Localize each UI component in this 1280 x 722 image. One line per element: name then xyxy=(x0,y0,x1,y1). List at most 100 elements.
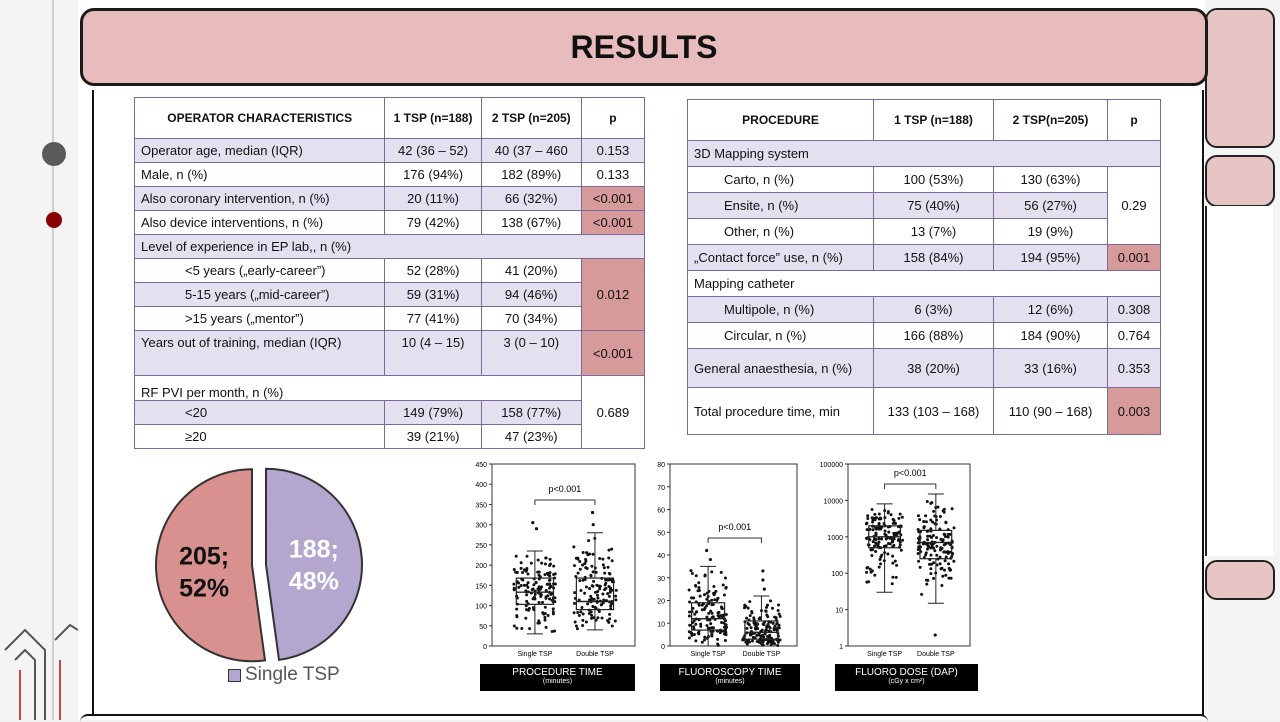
row-label: Operator age, median (IQR) xyxy=(133,138,386,163)
data-point xyxy=(713,598,717,602)
data-point xyxy=(916,541,920,545)
data-point xyxy=(544,589,548,593)
cell-1tsp: 79 (42%) xyxy=(384,210,482,235)
data-point xyxy=(709,622,713,626)
data-point xyxy=(722,593,726,597)
table-row: Total procedure time, min 133 (103 – 168… xyxy=(687,387,1161,435)
page-title: RESULTS xyxy=(570,28,718,65)
data-point xyxy=(694,639,698,643)
significance-label: p<0.001 xyxy=(894,468,927,478)
outlier-point xyxy=(590,510,595,515)
table-row: Years out of training, median (IQR) 10 (… xyxy=(133,330,646,376)
data-point xyxy=(607,548,611,552)
row-label: Multipole, n (%) xyxy=(687,296,874,323)
data-point xyxy=(865,521,869,525)
data-point xyxy=(711,626,715,630)
row-label: Other, n (%) xyxy=(687,218,874,245)
row-label: General anaesthesia, n (%) xyxy=(687,348,874,388)
data-point xyxy=(695,610,699,614)
data-point xyxy=(865,528,869,532)
y-tick-label: 40 xyxy=(657,553,665,560)
data-point xyxy=(572,564,576,568)
y-tick-label: 300 xyxy=(475,523,487,530)
table-row: Operator age, median (IQR) 42 (36 – 52) … xyxy=(133,138,646,163)
data-point xyxy=(588,587,592,591)
y-tick-label: 10 xyxy=(657,621,665,628)
data-point xyxy=(607,556,611,560)
data-point xyxy=(935,544,939,548)
data-point xyxy=(703,574,707,578)
data-point xyxy=(898,512,902,516)
data-point xyxy=(865,537,869,541)
data-point xyxy=(917,559,921,563)
data-point xyxy=(512,568,516,572)
data-point xyxy=(591,552,595,556)
significance-label: p<0.001 xyxy=(549,484,582,494)
right-card-4 xyxy=(1205,560,1275,600)
data-point xyxy=(706,626,710,630)
outlier-point xyxy=(761,569,765,573)
data-point xyxy=(544,556,548,560)
data-point xyxy=(536,587,540,591)
data-point xyxy=(705,624,709,628)
data-point xyxy=(712,593,716,597)
operator-header-label: OPERATOR CHARACTERISTICS xyxy=(133,97,386,139)
box-iqr xyxy=(690,602,726,631)
x-category-label: Single TSP xyxy=(691,651,726,658)
data-point xyxy=(592,597,596,601)
nav-dot-grey[interactable] xyxy=(42,142,66,166)
data-point xyxy=(572,611,576,615)
data-point xyxy=(536,621,540,625)
data-point xyxy=(540,585,544,589)
data-point xyxy=(865,570,869,574)
significance-bracket xyxy=(884,483,937,489)
data-point xyxy=(900,515,904,519)
data-point xyxy=(743,603,747,607)
y-tick-label: 10 xyxy=(835,608,843,615)
data-point xyxy=(932,561,936,565)
y-tick-label: 50 xyxy=(657,530,665,537)
data-point xyxy=(606,619,610,623)
procedure-time-title-bar: PROCEDURE TIME (minutes) xyxy=(480,664,635,691)
data-point xyxy=(723,576,727,580)
operator-header-p: p xyxy=(580,97,646,139)
data-point xyxy=(925,500,929,504)
pie-slice-single xyxy=(264,467,363,661)
nav-dot-red[interactable] xyxy=(46,212,62,228)
data-point xyxy=(938,527,942,531)
data-point xyxy=(918,565,922,569)
data-point xyxy=(687,588,691,592)
box-iqr xyxy=(868,525,902,549)
data-point xyxy=(776,603,780,607)
data-point xyxy=(866,517,870,521)
data-point xyxy=(574,624,578,628)
data-point xyxy=(877,537,881,541)
table-row: >15 years („mentor”) 77 (41%) 70 (34%) xyxy=(133,306,645,331)
data-point xyxy=(888,542,892,546)
data-point xyxy=(929,527,933,531)
cell-2tsp: 182 (89%) xyxy=(480,162,582,187)
data-point xyxy=(874,538,878,542)
data-point xyxy=(551,612,555,616)
data-point xyxy=(549,592,553,596)
box-iqr xyxy=(744,620,779,640)
data-point xyxy=(537,600,541,604)
procedure-header-2tsp: 2 TSP(n=205) xyxy=(993,99,1108,141)
operator-header-1tsp: 1 TSP (n=188) xyxy=(384,97,482,139)
data-point xyxy=(606,565,610,569)
data-point xyxy=(583,578,587,582)
cell-2tsp: 194 (95%) xyxy=(993,244,1108,271)
outlier-point xyxy=(705,548,709,553)
data-point xyxy=(548,557,552,561)
data-point xyxy=(584,585,588,589)
cell-2tsp: 56 (27%) xyxy=(993,192,1108,219)
data-point xyxy=(899,548,903,552)
data-point xyxy=(924,551,928,555)
data-point xyxy=(524,604,528,608)
data-point xyxy=(724,633,728,637)
data-point xyxy=(717,610,721,614)
data-point xyxy=(512,582,516,586)
data-point xyxy=(551,610,555,614)
data-point xyxy=(944,521,948,525)
y-tick-label: 0 xyxy=(661,644,665,651)
